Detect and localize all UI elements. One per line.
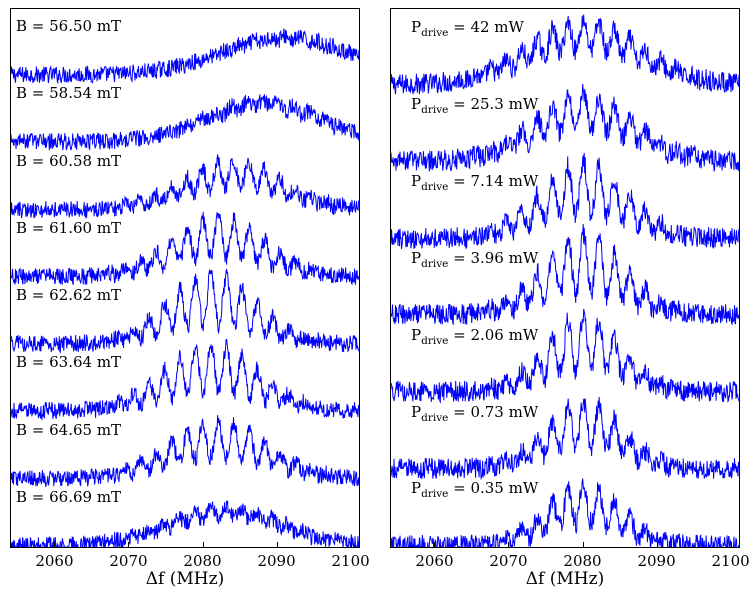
right-panel: Pdrive = 42 mW Pdrive = 25.3 mW Pdrive = 7… (390, 8, 740, 548)
xtick-mark (277, 542, 278, 548)
series-label: B = 58.54 mT (16, 84, 121, 102)
xtick-label: 2100 (712, 552, 750, 570)
xtick-mark (434, 542, 435, 548)
xtick-mark (128, 542, 129, 548)
xtick-label: 2080 (563, 552, 601, 570)
series-label: B = 62.62 mT (16, 286, 121, 304)
xtick-mark (731, 542, 732, 548)
series-label: B = 56.50 mT (16, 17, 121, 35)
series-label: B = 63.64 mT (16, 353, 121, 371)
xtick-mark (657, 542, 658, 548)
xtick-mark (583, 542, 584, 548)
series-label: B = 60.58 mT (16, 152, 121, 170)
series-label: B = 66.69 mT (16, 488, 121, 506)
xtick-mark (351, 542, 352, 548)
xtick-label: 2060 (415, 552, 453, 570)
series-label: Pdrive = 0.73 mW (411, 403, 538, 424)
xtick-mark (508, 542, 509, 548)
xtick-label: 2090 (637, 552, 675, 570)
xtick-label: 2070 (489, 552, 527, 570)
figure: B = 56.50 mT B = 58.54 mT B = 60.58 mT B = … (0, 0, 750, 589)
series-label: Pdrive = 3.96 mW (411, 249, 538, 270)
series-label: Pdrive = 0.35 mW (411, 479, 538, 500)
xtick-mark (54, 542, 55, 548)
series-label: B = 61.60 mT (16, 219, 121, 237)
xtick-label: 2060 (35, 552, 73, 570)
series-label: Pdrive = 7.14 mW (411, 172, 538, 193)
xtick-label: 2100 (332, 552, 370, 570)
xtick-label: 2090 (257, 552, 295, 570)
xtick-label: 2070 (109, 552, 147, 570)
xtick-mark (203, 542, 204, 548)
series-label: Pdrive = 25.3 mW (411, 95, 538, 116)
xtick-label: 2080 (183, 552, 221, 570)
xlabel-right: Δf (MHz) (526, 569, 604, 589)
series-label: Pdrive = 42 mW (411, 18, 524, 39)
left-panel: B = 56.50 mT B = 58.54 mT B = 60.58 mT B = … (10, 8, 360, 548)
series-label: Pdrive = 2.06 mW (411, 326, 538, 347)
xlabel-left: Δf (MHz) (146, 569, 224, 589)
series-label: B = 64.65 mT (16, 421, 121, 439)
